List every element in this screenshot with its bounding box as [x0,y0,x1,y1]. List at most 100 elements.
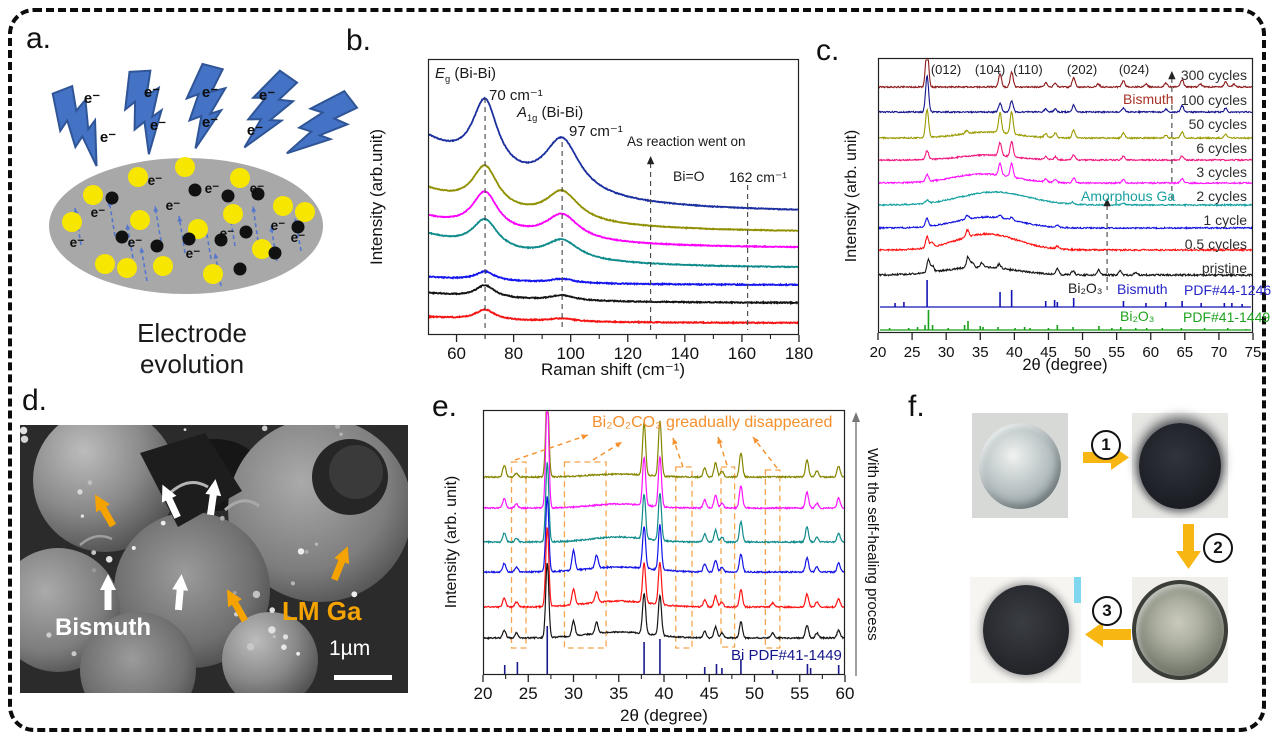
electrode-evolution-illustration: e⁻ e⁻ e⁻ e⁻e⁻e⁻ e⁻ e⁻e⁻e⁻ e⁻e⁻ e⁻e⁻e⁻ e⁻e⁻e⁻e⁻ [49,62,359,294]
white-arrow-icon [205,479,222,516]
tick-label: 35 [972,344,989,361]
yellow-particle [117,258,137,278]
miller-index-label: (104) [975,62,1005,77]
white-arrow-icon [161,484,181,519]
spectrum-trace-trace-2 [429,164,798,232]
raman-y-axis-label: Intensity (arb.unit) [367,128,386,266]
electron-label: e⁻ [250,181,265,196]
electron-label: e⁻ [148,173,163,188]
electron-label: e⁻ [291,230,306,245]
yellow-particle [252,239,272,259]
spectrum-trace-3-cycles [879,161,1252,185]
tick-label: 40 [1006,344,1023,361]
amorphous-ga-label: Amorphous Ga [1081,188,1176,204]
yellow-particle [175,157,195,177]
miller-index-label: (202) [1067,62,1097,77]
peak-70-label: 70 cm⁻¹ [489,87,543,104]
spectrum-trace-trace-3 [429,190,798,249]
spectrum-trace-trace-4 [429,217,798,269]
spectrum-trace-2-cycles [879,190,1252,208]
electron-label: e⁻ [91,205,106,220]
miller-index-label: (024) [1119,62,1149,77]
a1g-sub: 1g [527,113,538,123]
peak-97-label: 97 cm⁻¹ [569,123,623,140]
trace-label-1-cycle: 1 cycle [1203,212,1247,228]
tick-label: 70 [1211,344,1228,361]
plot-frame [482,409,846,676]
sem-flake [79,534,113,546]
panel-label-e: e. [432,390,458,423]
bismuth-pdf-label: Bismuth [1117,281,1168,297]
scalebar [334,675,392,680]
step-1-badge: 1 [1091,430,1121,460]
white-arrow-icon [100,574,116,610]
trace-label-100-cycles: 100 cycles [1180,92,1247,108]
tick-label: 160 [728,344,756,363]
pdf-41-1449-green-label: PDF#41-1449 [1183,309,1271,325]
electron-flow-arrow [270,225,278,262]
electron-label: e⁻ [220,226,235,241]
raman-x-axis-label: Raman shift (cm⁻¹) [540,360,686,379]
panel-label-b: b. [346,24,372,57]
scalebar-label: 1µm [329,637,371,660]
electron-flow-arrow [294,217,302,252]
lightning-bolt-icon [286,89,359,155]
eg-sub: g [445,74,451,84]
tick-label: 20 [870,344,887,361]
electron-label: e⁻ [202,84,218,101]
disappearing-peak-box [675,466,693,649]
step2-arrow-icon [1176,524,1201,569]
lightning-bolt-icon [123,69,164,155]
note-arrow [717,436,728,466]
tick-label: 50 [1074,344,1091,361]
spectrum-trace-trace-1-top [484,411,844,480]
miller-index-label: (012) [931,62,961,77]
eg-symbol: E [435,65,446,82]
reaction-note: As reaction went on [627,134,746,149]
yellow-particle [153,256,173,276]
sem-sphere [222,612,318,693]
yellow-particle [128,167,148,187]
tick-label: 25 [519,684,538,703]
black-particle [239,225,253,239]
note-arrow [514,434,589,461]
tick-label: 40 [655,684,674,703]
tick-label: 55 [790,684,809,703]
xrd-healing-chart: 20 25 30 35 40 45 50 55 60 [474,409,854,703]
tick-label: 100 [557,344,585,363]
electron-flow-arrow [252,205,259,242]
trace-label-300-cycles: 300 cycles [1180,67,1247,83]
sem-arrows [95,479,350,623]
electron-flow-arrow [178,215,186,254]
photo-black-electrode-1 [1132,413,1228,518]
plot-frame [877,57,1254,334]
panel-label-c: c. [816,34,840,67]
pristine-disc [979,422,1061,509]
spectrum-trace-100-cycles [879,74,1252,115]
orange-arrow-icon [331,546,350,582]
black-particle [214,233,228,247]
black-particle [182,232,196,246]
photo-pristine-electrode [972,413,1068,518]
photo-tarnished-electrode [1132,577,1228,683]
sem-image [20,425,408,693]
black-disc-1 [1139,422,1221,509]
panel-a-caption: Electrode evolution [137,318,247,379]
yellow-particle [62,212,82,232]
electron-label: e⁻ [100,129,116,146]
electron-label: e⁻ [70,235,85,250]
bismuth-sem-label: Bismuth [55,614,151,641]
yellow-particle [203,264,223,284]
xrd-cycles-chart: 20 25 30 35 40 45 50 55 60 65 70 75 (012) (104) (110) (… [870,57,1261,361]
photo-black-electrode-2 [970,577,1081,683]
yellow-particle [295,202,315,222]
spectrum-trace-300-cycles [879,59,1252,89]
black-particle [221,189,235,203]
lightning-bolt-icon [243,69,299,149]
a1g-peak-label: A1g (Bi-Bi) [517,104,583,123]
yellow-particle [230,168,250,188]
tick-label: 60 [1142,344,1159,361]
tick-label: 35 [609,684,628,703]
disappearing-peak-box [563,461,607,649]
electron-flow-arrow [108,199,116,237]
